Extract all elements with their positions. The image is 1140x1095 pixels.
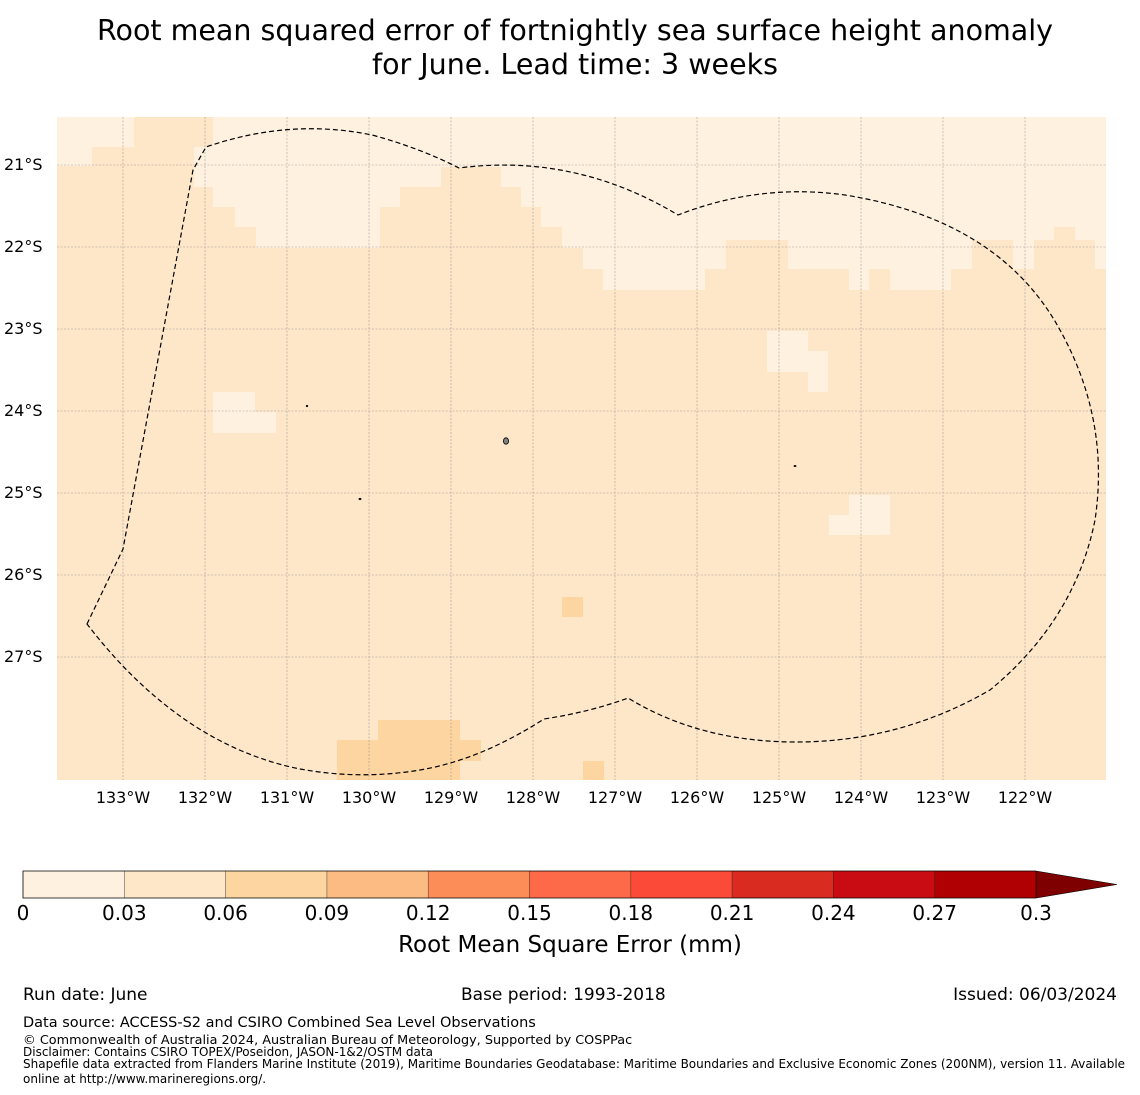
- island-mark: [358, 497, 362, 501]
- lon-label-133w: 133°W: [95, 788, 151, 807]
- colorbar-tick-0-24: 0.24: [811, 901, 856, 925]
- colorbar-bin: [833, 871, 935, 898]
- colorbar-bin: [529, 871, 631, 898]
- colorbar-bin: [428, 871, 530, 898]
- rmse-cells-low: [57, 117, 1106, 535]
- map-title-line-2: for June. Lead time: 3 weeks: [372, 48, 778, 81]
- island-markers: [305, 404, 797, 501]
- island-mark: [502, 437, 509, 445]
- colorbar-tick-0-21: 0.21: [709, 901, 755, 925]
- lon-label-130w: 130°W: [341, 788, 397, 807]
- colorbar-bin: [326, 871, 429, 898]
- colorbar-tick-0-18: 0.18: [608, 901, 654, 925]
- colorbar-dividers: [124, 871, 936, 898]
- island-mark: [793, 464, 797, 467]
- shapefile-credit-line-1: Shapefile data extracted from Flanders M…: [23, 1057, 1126, 1071]
- lat-label-22s: 22°S: [4, 237, 43, 256]
- colorbar-tick-0-03: 0.03: [102, 901, 147, 925]
- colorbar: [22, 870, 1118, 899]
- data-source: Data source: ACCESS-S2 and CSIRO Combine…: [23, 1015, 536, 1031]
- lon-label-123w: 123°W: [915, 788, 971, 807]
- colorbar-tick-0-3: 0.3: [1020, 901, 1052, 925]
- lon-label-128w: 128°W: [505, 788, 561, 807]
- colorbar-tick-0-12: 0.12: [405, 901, 451, 925]
- colorbar-bin: [23, 871, 125, 898]
- lon-label-122w: 122°W: [997, 788, 1053, 807]
- lon-label-126w: 126°W: [669, 788, 725, 807]
- lon-label-124w: 124°W: [833, 788, 889, 807]
- colorbar-outline: [22, 870, 1036, 899]
- colorbar-tick-0: 0: [16, 901, 30, 925]
- lon-label-129w: 129°W: [423, 788, 479, 807]
- colorbar-bin: [225, 871, 327, 898]
- map-title-line-1: Root mean squared error of fortnightly s…: [96, 14, 1054, 47]
- lat-label-26s: 26°S: [4, 565, 43, 584]
- shapefile-credit-line-2: online at http://www.marineregions.org/.: [23, 1072, 267, 1086]
- colorbar-tick-0-06: 0.06: [203, 901, 248, 925]
- run-date: Run date: June: [23, 985, 148, 1005]
- colorbar-tick-0-27: 0.27: [912, 901, 957, 925]
- map-plot: [57, 117, 1106, 780]
- disclaimer: Disclaimer: Contains CSIRO TOPEX/Poseido…: [23, 1045, 433, 1059]
- island-mark: [305, 404, 309, 408]
- colorbar-label: Root Mean Square Error (mm): [398, 932, 742, 958]
- colorbar-tick-0-15: 0.15: [507, 901, 552, 925]
- colorbar-bin: [124, 871, 226, 898]
- lat-label-24s: 24°S: [4, 401, 43, 420]
- lon-label-132w: 132°W: [177, 788, 233, 807]
- lat-label-21s: 21°S: [4, 155, 43, 174]
- colorbar-tick-0-09: 0.09: [304, 901, 350, 925]
- colorbar-extend-arrow: [1035, 870, 1118, 899]
- colorbar-bin: [934, 871, 1036, 898]
- lon-label-125w: 125°W: [751, 788, 807, 807]
- map-title: Root mean squared error of fortnightly s…: [0, 14, 1140, 82]
- lat-label-25s: 25°S: [4, 483, 43, 502]
- rmse-cells-mid: [726, 227, 1095, 249]
- graticule: [57, 117, 1106, 780]
- colorbar-bin: [630, 871, 733, 898]
- eez-boundary-line: [86, 128, 1099, 776]
- lat-label-27s: 27°S: [4, 647, 43, 666]
- lon-label-131w: 131°W: [259, 788, 315, 807]
- lon-label-127w: 127°W: [587, 788, 643, 807]
- copyright-notice: © Commonwealth of Australia 2024, Austra…: [23, 1033, 633, 1048]
- issued-date: Issued: 06/03/2024: [953, 985, 1117, 1005]
- colorbar-bin: [732, 871, 834, 898]
- lat-label-23s: 23°S: [4, 319, 43, 338]
- base-period: Base period: 1993-2018: [461, 985, 666, 1005]
